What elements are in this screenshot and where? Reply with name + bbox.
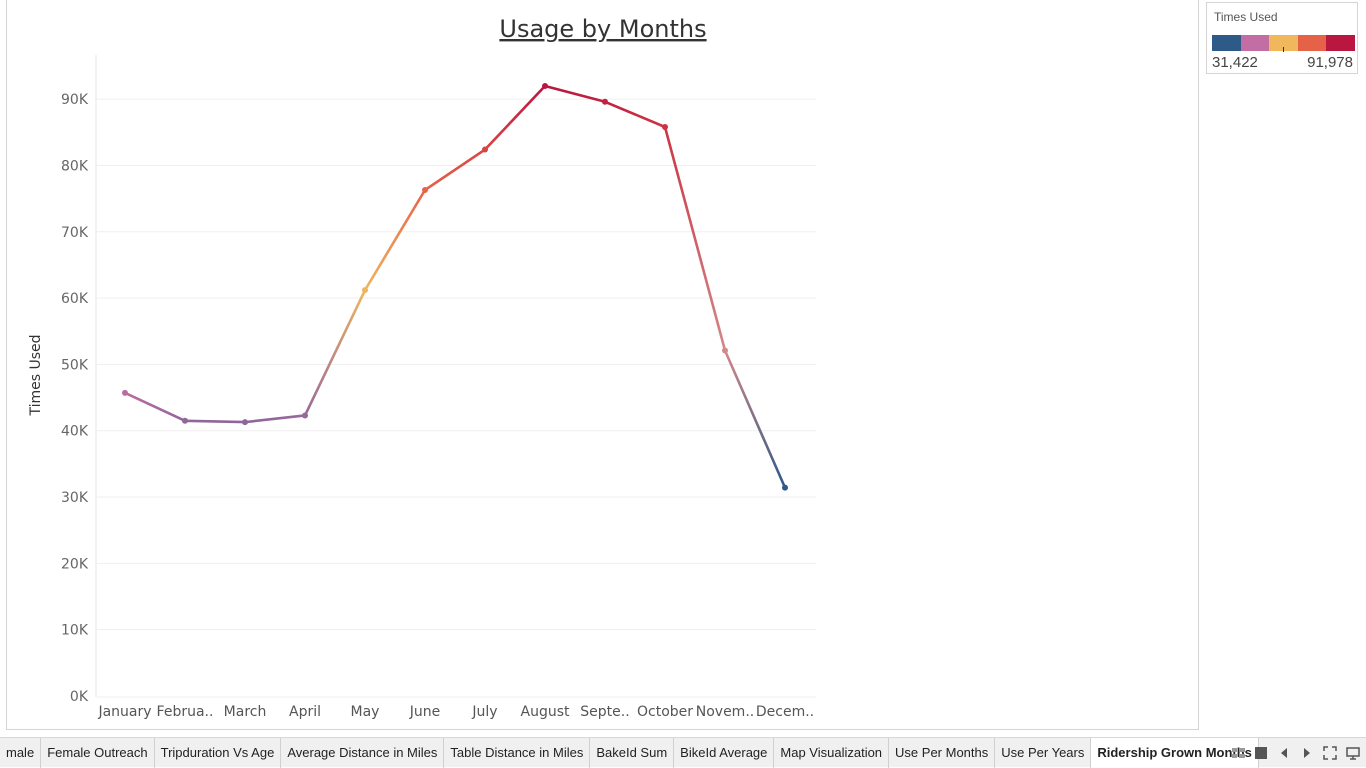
x-tick-label: January <box>97 704 151 720</box>
x-tick-label: July <box>471 704 497 720</box>
series-line-segment <box>363 188 427 292</box>
series-line-segment <box>243 414 307 424</box>
sheet-tab[interactable]: Use Per Months <box>889 738 996 768</box>
x-tick-label: May <box>351 704 380 720</box>
fullscreen-icon[interactable] <box>1323 746 1337 760</box>
data-point <box>422 187 428 194</box>
viz-frame: Usage by Months Times Used 0K 10K 20K 30K 40K 5… <box>6 0 1199 730</box>
chart-title: Usage by Months <box>499 15 706 43</box>
sheet-tab-bar: male Female Outreach Tripduration Vs Age Av… <box>0 737 1366 768</box>
color-legend: Times Used 31,422 91,978 <box>1206 2 1358 74</box>
data-point <box>542 83 548 90</box>
line-chart: Usage by Months Times Used 0K 10K 20K 30K 40K 5… <box>28 15 816 720</box>
y-tick-label: 90K <box>61 92 89 108</box>
y-tick-label: 80K <box>61 158 89 174</box>
sheet-tab[interactable]: Map Visualization <box>774 738 890 768</box>
legend-color-swatch <box>1212 35 1241 51</box>
sheet-tab[interactable]: BikeId Average <box>674 738 775 768</box>
series-line-segment <box>663 125 727 352</box>
legend-color-swatch <box>1240 35 1270 51</box>
y-tick-label: 30K <box>61 490 89 506</box>
sheet-tab[interactable]: Tripduration Vs Age <box>155 738 282 768</box>
data-point <box>482 146 488 153</box>
x-tick-label: Februa.. <box>157 704 214 720</box>
data-point <box>602 98 608 105</box>
data-point <box>122 389 128 396</box>
series-line-segment <box>483 84 547 151</box>
y-tick-label: 0K <box>70 689 89 705</box>
data-point <box>782 484 788 491</box>
series-line-segment <box>423 148 487 192</box>
legend-title: Times Used <box>1214 10 1278 24</box>
presentation-icon[interactable] <box>1346 746 1360 760</box>
sheet-controls <box>1231 738 1360 768</box>
data-point <box>362 287 368 294</box>
legend-tick <box>1283 47 1284 52</box>
x-tick-label: Septe.. <box>580 704 629 720</box>
legend-min-label: 31,422 <box>1212 54 1258 71</box>
next-sheet-icon[interactable] <box>1300 746 1314 760</box>
series-line-segment <box>123 391 187 423</box>
data-point <box>302 412 308 419</box>
y-tick-label: 60K <box>61 291 89 307</box>
x-tick-label: October <box>637 704 693 720</box>
previous-sheet-icon[interactable] <box>1277 746 1291 760</box>
sheet-tab[interactable]: Average Distance in Miles <box>281 738 445 768</box>
x-tick-label: April <box>289 704 321 720</box>
sheet-tab[interactable]: BakeId Sum <box>590 738 675 768</box>
y-tick-label: 70K <box>61 225 89 241</box>
x-tick-label: Decem.. <box>756 704 814 720</box>
filmstrip-icon[interactable] <box>1254 746 1268 760</box>
y-tick-label: 40K <box>61 424 89 440</box>
y-axis-label: Times Used <box>28 334 44 416</box>
sheet-tab[interactable]: Use Per Years <box>995 738 1092 768</box>
y-tick-label: 10K <box>61 623 89 639</box>
sheet-tabs: male Female Outreach Tripduration Vs Age Av… <box>0 738 1259 768</box>
data-point <box>662 124 668 131</box>
series-line-segment <box>183 419 247 424</box>
x-tick-label: Novem.. <box>696 704 754 720</box>
sheet-tab[interactable]: Female Outreach <box>41 738 155 768</box>
x-tick-label: March <box>224 704 267 720</box>
data-point <box>722 347 728 354</box>
legend-max-label: 91,978 <box>1307 54 1353 71</box>
y-tick-label: 50K <box>61 357 89 373</box>
legend-color-ramp <box>1212 35 1355 51</box>
series-line-segment <box>543 84 607 104</box>
series-line-segment <box>303 288 367 417</box>
legend-color-swatch <box>1297 35 1327 51</box>
data-point <box>242 419 248 426</box>
sheet-tab[interactable]: male <box>0 738 42 768</box>
sheet-tab[interactable]: Ridership Grown Months <box>1091 738 1259 768</box>
sheet-sorter-icon[interactable] <box>1231 746 1245 760</box>
x-tick-label: August <box>521 704 571 720</box>
data-point <box>182 417 188 424</box>
series-line-segment <box>723 349 787 489</box>
legend-color-swatch <box>1326 35 1355 51</box>
sheet-tab[interactable]: Table Distance in Miles <box>444 738 591 768</box>
legend-color-swatch <box>1269 35 1298 51</box>
y-tick-label: 20K <box>61 556 89 572</box>
series-line-segment <box>603 100 667 129</box>
x-tick-label: June <box>409 704 441 720</box>
